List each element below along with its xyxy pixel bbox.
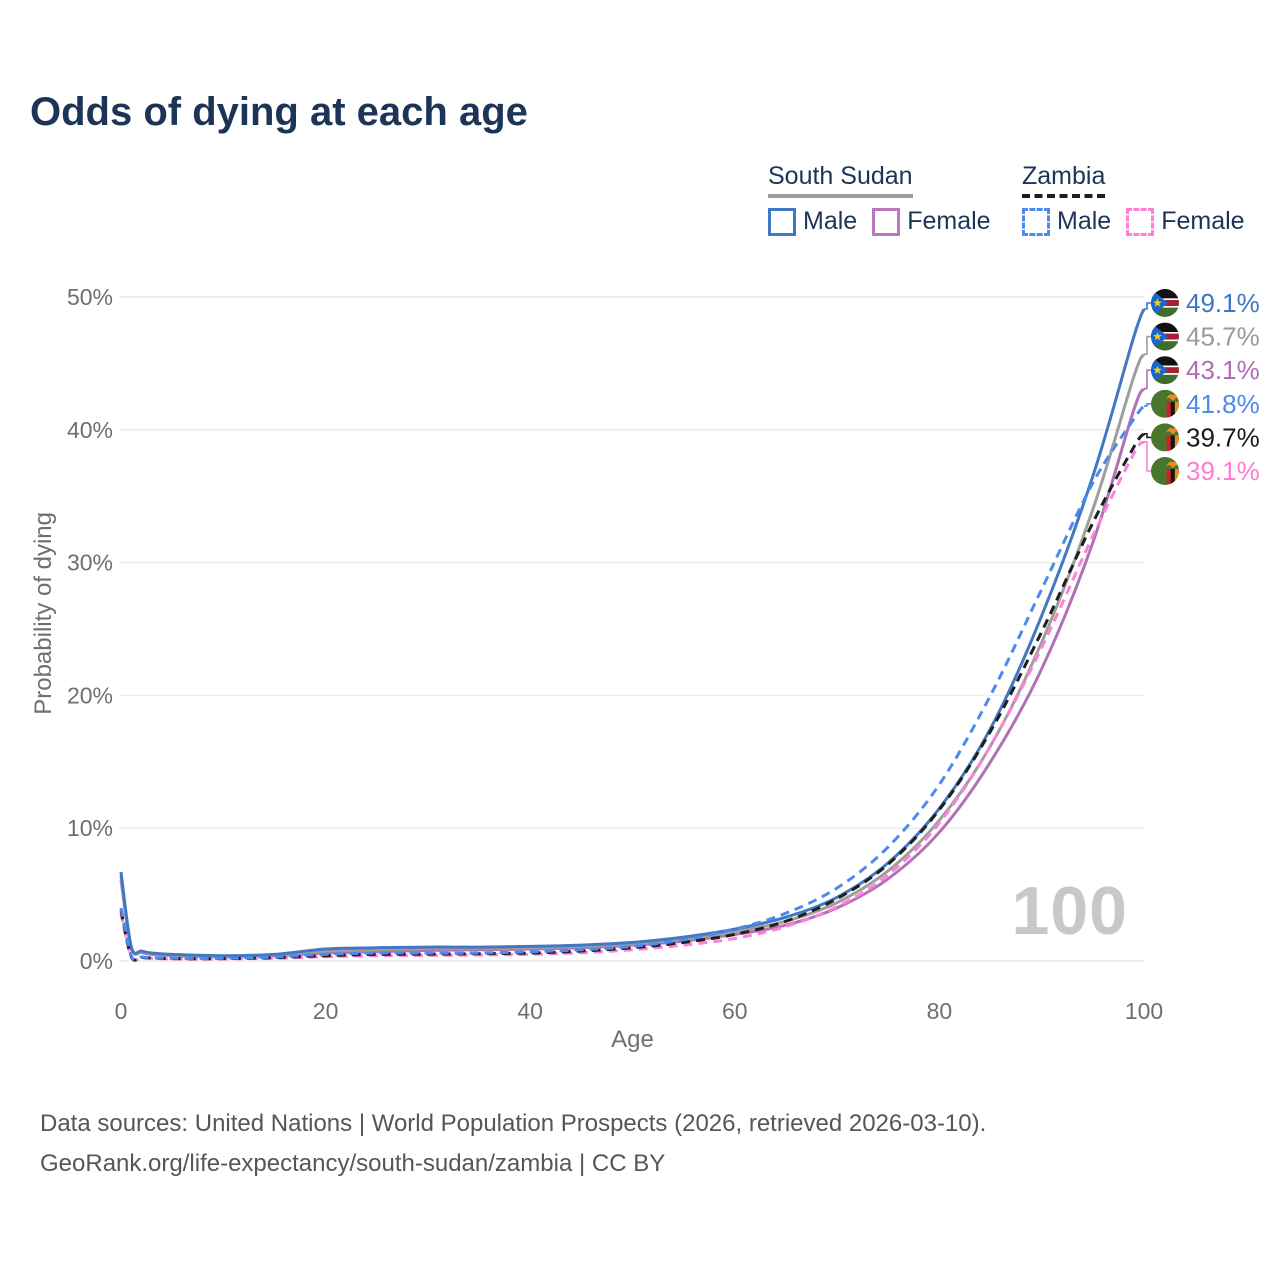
series-line-zambia-female[interactable] bbox=[119, 440, 1146, 962]
zambia-male-swatch-icon bbox=[1022, 207, 1050, 236]
south-sudan-flag-icon bbox=[1151, 322, 1179, 351]
legend-label: Female bbox=[1161, 207, 1245, 235]
footer-url: GeoRank.org/life-expectancy/south-sudan/… bbox=[40, 1150, 666, 1177]
legend-item-south-sudan-female: Female bbox=[872, 207, 991, 236]
zambia-female-swatch-icon bbox=[1126, 207, 1155, 236]
end-label-value-south-sudan-male: 49.1% bbox=[1186, 288, 1260, 318]
legend-label: Male bbox=[803, 207, 858, 235]
end-label-connector bbox=[1144, 433, 1151, 439]
legend-group-south-sudan: South Sudan Male Female bbox=[768, 162, 991, 236]
footer-data-sources: Data sources: United Nations | World Pop… bbox=[40, 1110, 987, 1137]
y-tick-label: 30% bbox=[67, 550, 113, 576]
end-label-connector bbox=[1144, 369, 1151, 390]
south-sudan-flag-icon bbox=[1151, 356, 1179, 385]
legend-label: Female bbox=[907, 207, 991, 235]
legend-item-south-sudan-male: Male bbox=[768, 207, 857, 236]
series-line-south-sudan-male[interactable] bbox=[119, 308, 1146, 958]
x-tick-label: 100 bbox=[1125, 998, 1163, 1024]
legend-group-zambia: Zambia Male Female bbox=[1022, 162, 1245, 236]
end-label-connector bbox=[1144, 302, 1151, 310]
end-label-value-south-sudan-female: 43.1% bbox=[1186, 355, 1260, 385]
page-title: Odds of dying at each age bbox=[30, 90, 528, 134]
zambia-flag-icon bbox=[1151, 389, 1179, 418]
footer-attribution: Data sources: United Nations | World Pop… bbox=[40, 1104, 986, 1184]
series-line-zambia-male[interactable] bbox=[119, 404, 1146, 962]
y-tick-label: 20% bbox=[67, 682, 113, 708]
x-tick-label: 20 bbox=[313, 998, 339, 1024]
south-sudan-flag-icon bbox=[1151, 289, 1179, 317]
y-tick-label: 50% bbox=[67, 284, 113, 310]
y-tick-label: 40% bbox=[67, 417, 113, 443]
legend-country-zambia: Zambia bbox=[1022, 162, 1106, 198]
x-tick-label: 40 bbox=[517, 998, 543, 1024]
end-label-value-zambia-male: 41.8% bbox=[1186, 389, 1260, 419]
legend-label: Male bbox=[1057, 207, 1112, 235]
series-line-zambia-all[interactable] bbox=[119, 432, 1146, 962]
watermark-text: 100 bbox=[1011, 873, 1128, 949]
y-axis-title: Probability of dying bbox=[30, 512, 57, 715]
end-label-connector bbox=[1144, 441, 1151, 472]
zambia-flag-icon bbox=[1151, 423, 1179, 452]
end-label-value-south-sudan-all: 45.7% bbox=[1186, 322, 1260, 352]
x-tick-label: 0 bbox=[115, 998, 128, 1024]
end-label-value-zambia-all: 39.7% bbox=[1186, 422, 1260, 452]
zambia-flag-icon bbox=[1151, 457, 1179, 485]
legend-item-zambia-female: Female bbox=[1126, 207, 1245, 236]
series-line-south-sudan-all[interactable] bbox=[119, 353, 1146, 958]
y-tick-label: 10% bbox=[67, 815, 113, 841]
x-tick-label: 80 bbox=[927, 998, 953, 1024]
end-label-connector bbox=[1144, 403, 1151, 407]
end-label-connector bbox=[1144, 335, 1151, 355]
legend-country-south-sudan: South Sudan bbox=[768, 162, 913, 198]
south-sudan-male-swatch-icon bbox=[768, 207, 796, 236]
end-label-value-zambia-female: 39.1% bbox=[1186, 456, 1260, 486]
legend-item-zambia-male: Male bbox=[1022, 207, 1111, 236]
x-tick-label: 60 bbox=[722, 998, 748, 1024]
series-line-south-sudan-female[interactable] bbox=[119, 387, 1146, 959]
y-tick-label: 0% bbox=[80, 948, 113, 974]
south-sudan-female-swatch-icon bbox=[872, 207, 901, 236]
x-axis-title: Age bbox=[611, 1026, 654, 1053]
